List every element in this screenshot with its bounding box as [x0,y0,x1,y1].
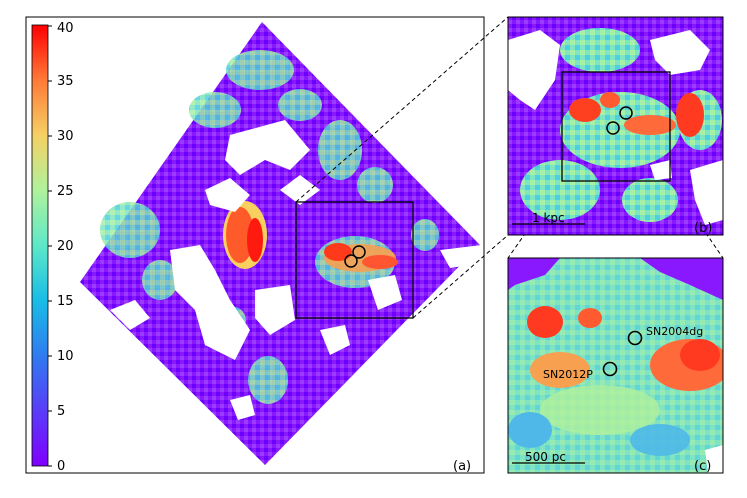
panel-c-label: (c) [694,459,711,474]
panel-b: 1 kpc (b) [507,16,724,236]
sn-marker [619,106,633,120]
sn2012p-marker [602,361,618,377]
colorbar-tick: 5 [57,404,65,419]
galaxy-map [80,22,480,465]
panel-c-frame [507,257,724,474]
colorbar-tick: 20 [57,239,74,254]
sn2004dg-label: SN2004dg [646,325,703,338]
panel-b-frame [507,16,724,236]
colorbar: 0 5 10 15 20 25 30 35 40 [31,21,74,474]
inset-box-a [295,201,414,319]
colorbar-tick: 0 [57,459,65,474]
scalebar-b-label: 1 kpc [532,211,565,225]
sn-marker [344,254,358,268]
colorbar-gradient [31,24,49,467]
colorbar-tick: 10 [57,349,74,364]
sn-marker [352,245,366,259]
central-bar [223,201,267,269]
scalebar-c-label: 500 pc [525,450,566,464]
colorbar-tick: 30 [57,129,74,144]
panel-c: SN2004dg SN2012P 500 pc (c) [507,257,724,474]
blank-regions [110,120,482,420]
panel-a: (a) [25,16,485,474]
inset-box-b [561,71,671,182]
sn-marker [606,121,620,135]
panel-a-label: (a) [453,459,471,474]
colorbar-tick: 15 [57,294,74,309]
panel-b-label: (b) [694,221,712,236]
colorbar-tick: 35 [57,74,74,89]
colorbar-tick: 40 [57,21,74,36]
sn2012p-label: SN2012P [543,368,593,381]
sn2004dg-marker [627,330,643,346]
colorbar-tick: 25 [57,184,74,199]
